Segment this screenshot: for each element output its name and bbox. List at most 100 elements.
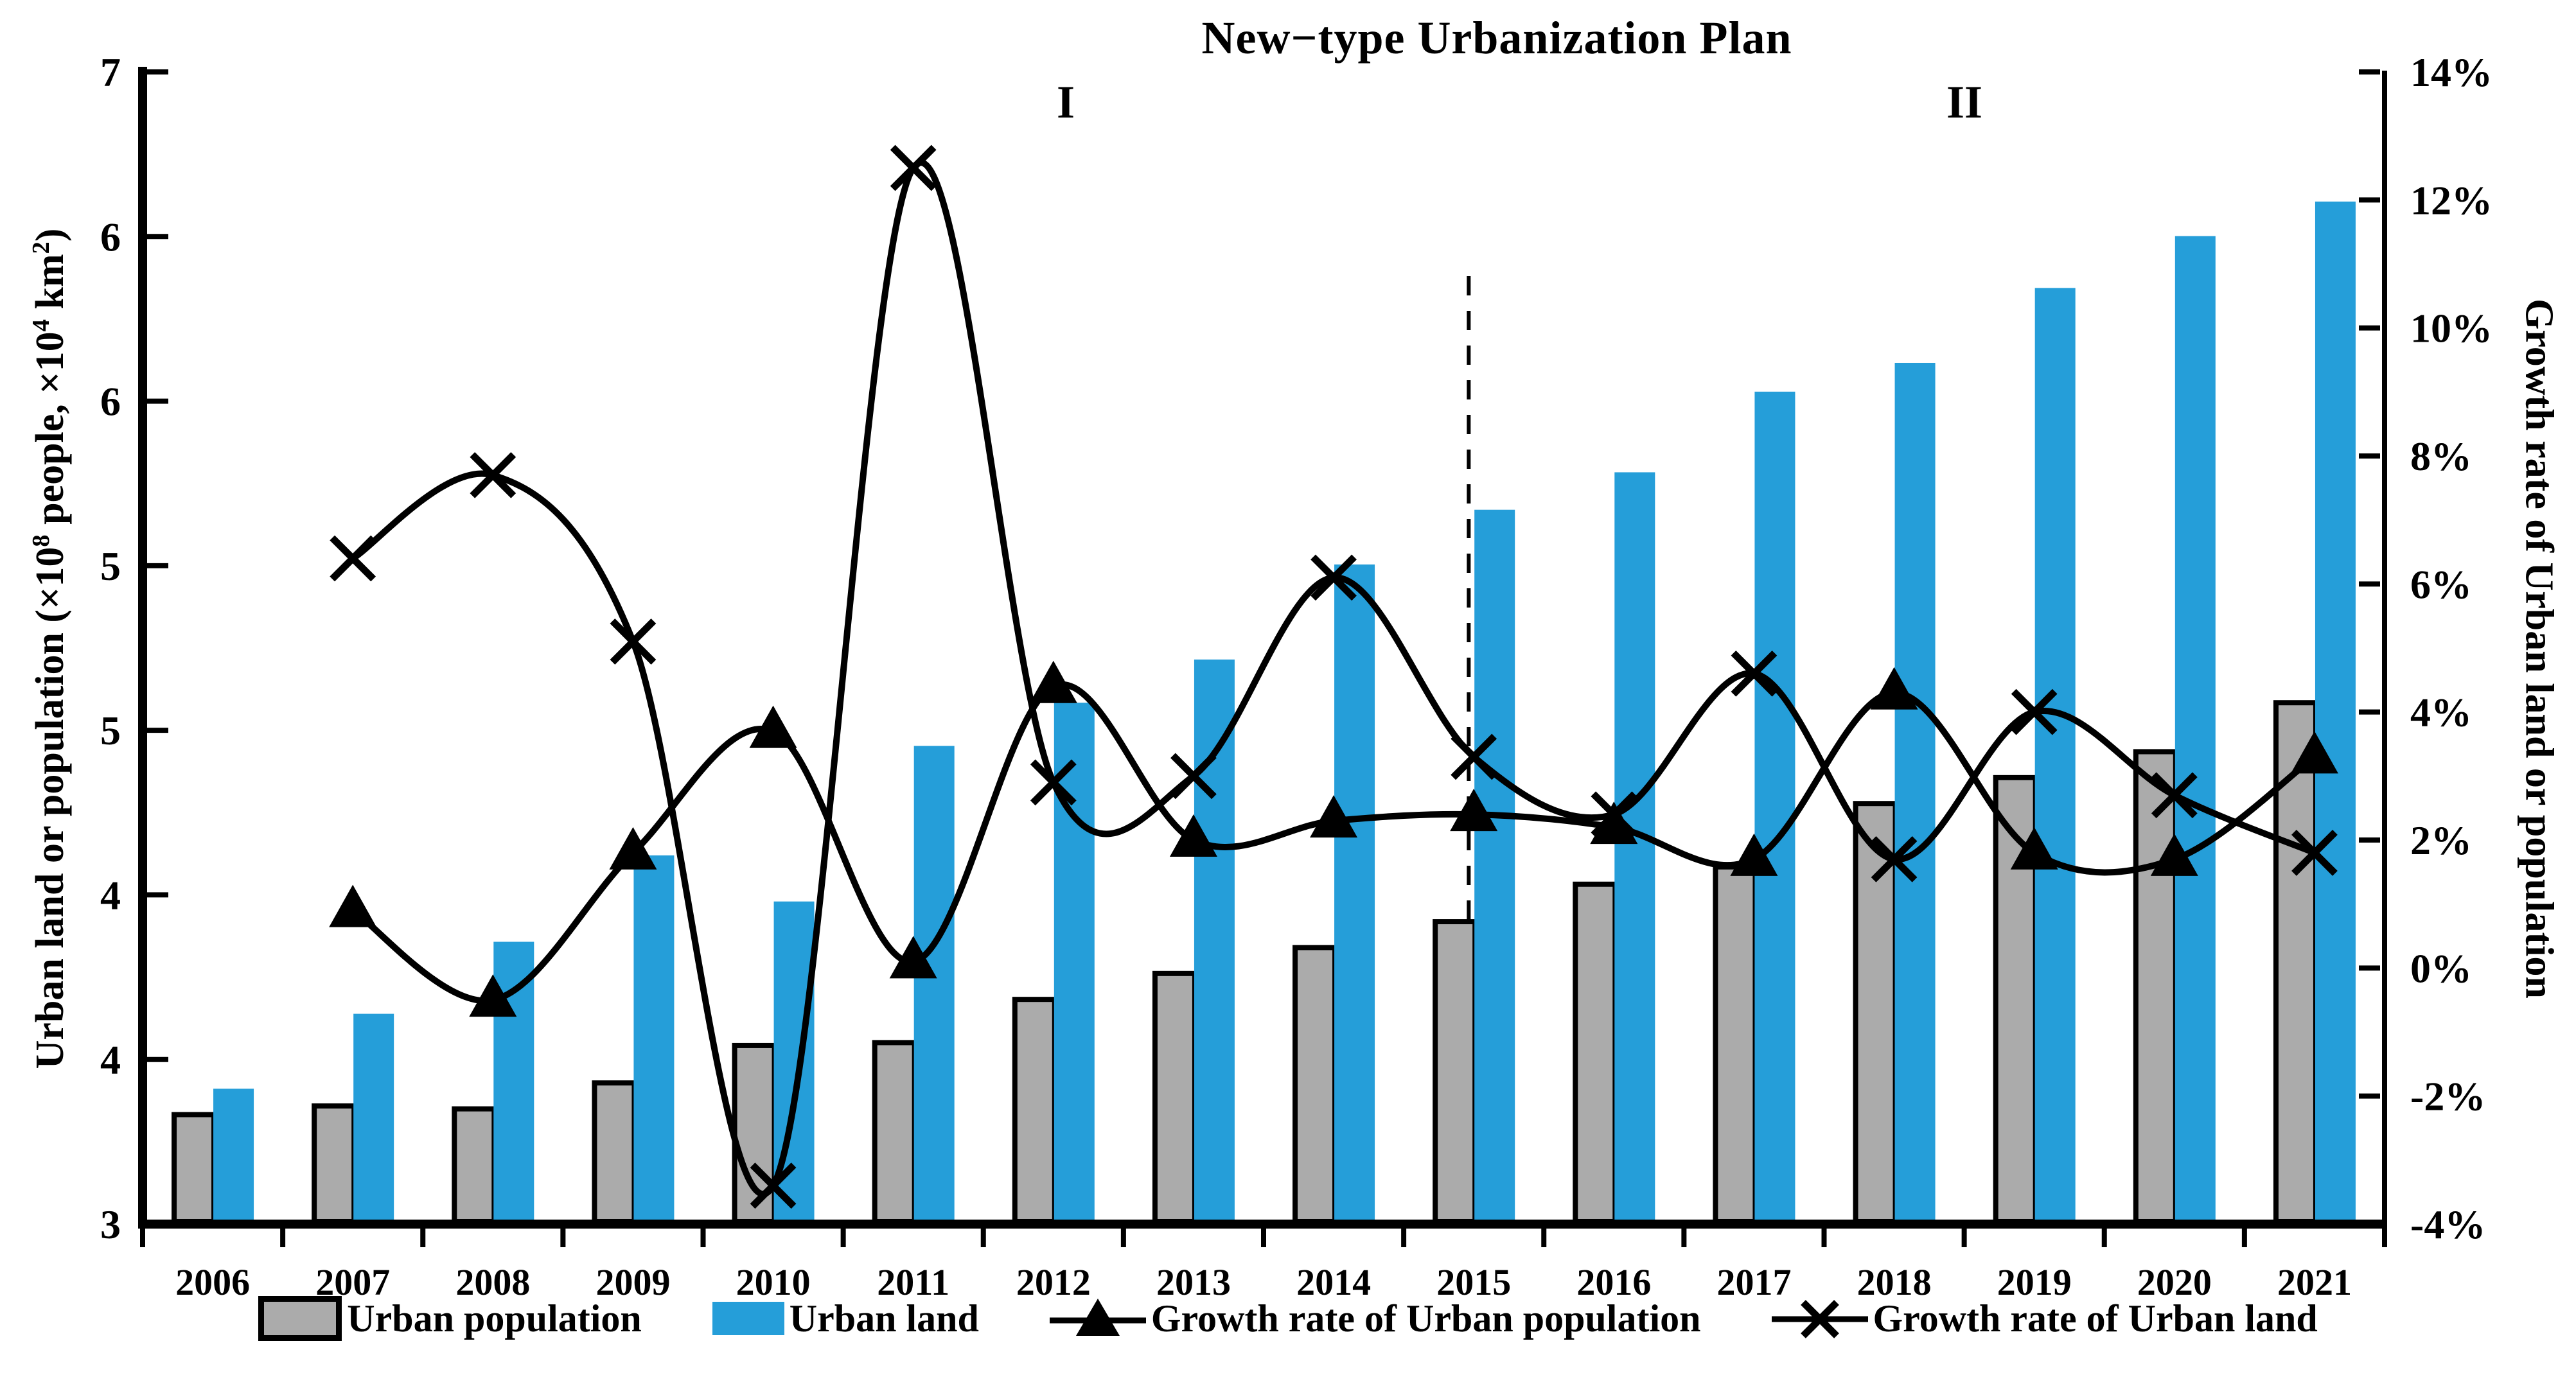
marker-x-2011 — [890, 145, 937, 191]
bar-urban-population-2015 — [1433, 919, 1478, 1224]
marker-triangle-2017 — [1730, 833, 1778, 876]
marker-x-2010 — [750, 1162, 797, 1209]
bar-urban-population-2008 — [452, 1106, 497, 1224]
right-axis-tick-label: 8% — [2410, 434, 2472, 479]
marker-x-2013 — [1170, 753, 1217, 800]
urban-land-swatch — [712, 1302, 784, 1335]
bar-urban-population-2014 — [1292, 945, 1338, 1224]
marker-triangle-2021 — [2290, 731, 2338, 774]
x-axis-year-label: 2006 — [175, 1261, 250, 1303]
bar-urban-land-2017 — [1754, 391, 1795, 1223]
legend-label: Growth rate of Urban land — [1873, 1297, 2318, 1340]
left-axis-tick-label: 4 — [100, 872, 121, 918]
right-axis-tick-label: 4% — [2410, 690, 2472, 735]
legend-label: Urban population — [347, 1297, 642, 1340]
x-axis-year-label: 2008 — [455, 1261, 530, 1303]
section-label-2: II — [1946, 76, 1983, 128]
marker-x-2017 — [1731, 650, 1778, 697]
right-axis-tick-label: -2% — [2410, 1074, 2485, 1119]
x-axis-year-label: 2009 — [595, 1261, 670, 1303]
marker-x-2015 — [1451, 733, 1497, 780]
marker-x-2007 — [330, 535, 376, 582]
left-axis-title: Urban land or population (×108 people, ×… — [28, 228, 72, 1069]
bar-urban-land-2016 — [1614, 472, 1655, 1223]
right-axis-tick-label: 12% — [2410, 177, 2492, 223]
marker-triangle-2012 — [1029, 660, 1077, 703]
legend-item-urban-population: Urban population — [258, 1296, 642, 1341]
x-axis-year-label: 2014 — [1296, 1261, 1371, 1303]
bar-urban-land-2009 — [633, 855, 675, 1223]
x-axis-year-label: 2012 — [1016, 1261, 1091, 1303]
left-axis-tick-label: 3 — [100, 1202, 121, 1247]
marker-x-2020 — [2151, 772, 2198, 819]
bar-urban-land-2014 — [1334, 564, 1375, 1223]
left-axis-tick-label: 6 — [100, 214, 121, 259]
right-axis-tick-label: 14% — [2410, 49, 2492, 95]
x-axis-year-label: 2021 — [2277, 1261, 2352, 1303]
bar-urban-land-2006 — [213, 1089, 254, 1223]
right-axis-tick-label: 0% — [2410, 945, 2472, 991]
bar-urban-land-2011 — [913, 746, 955, 1223]
x-axis-year-label: 2020 — [2137, 1261, 2212, 1303]
marker-triangle-2018 — [1870, 667, 1918, 710]
x-axis-year-label: 2017 — [1716, 1261, 1791, 1303]
marker-triangle-2008 — [469, 974, 517, 1017]
x-line-icon — [1771, 1300, 1868, 1338]
marker-triangle-2009 — [609, 827, 657, 870]
legend-item-urban-land: Urban land — [712, 1297, 979, 1341]
marker-x-2021 — [2291, 830, 2338, 876]
marker-triangle-2007 — [329, 884, 377, 927]
section-label-1: I — [1057, 76, 1075, 128]
left-axis-tick-label: 5 — [100, 708, 121, 753]
bar-urban-land-2012 — [1054, 703, 1095, 1223]
x-axis-year-label: 2010 — [736, 1261, 811, 1303]
bar-urban-land-2008 — [493, 941, 534, 1223]
x-axis-year-label: 2013 — [1156, 1261, 1231, 1303]
marker-triangle-2013 — [1169, 814, 1217, 857]
x-axis-year-label: 2015 — [1436, 1261, 1511, 1303]
marker-triangle-2010 — [749, 705, 797, 748]
chart-title: New−type Urbanization Plan — [1201, 12, 1792, 64]
x-axis-year-label: 2011 — [877, 1261, 949, 1303]
marker-x-2008 — [470, 452, 516, 498]
legend-item-growth-population: Growth rate of Urban population — [1049, 1296, 1701, 1341]
urban-population-swatch — [258, 1296, 342, 1341]
marker-triangle-2016 — [1590, 801, 1638, 845]
right-axis-tick-label: 6% — [2410, 561, 2472, 607]
marker-x-2016 — [1591, 791, 1637, 838]
bar-urban-land-2021 — [2315, 201, 2356, 1223]
marker-triangle-2015 — [1450, 789, 1498, 832]
marker-triangle-2014 — [1310, 795, 1358, 838]
x-axis-year-label: 2019 — [1997, 1261, 2072, 1303]
left-axis-tick-label: 4 — [100, 1037, 121, 1083]
marker-x-2018 — [1871, 836, 1918, 882]
marker-x-2014 — [1310, 554, 1357, 601]
bar-urban-land-2018 — [1894, 362, 1936, 1223]
line-growth-urban-population — [351, 681, 2316, 1004]
left-axis-tick-label: 7 — [100, 49, 121, 95]
bar-urban-land-2020 — [2175, 236, 2216, 1223]
marker-triangle-2019 — [2010, 827, 2058, 870]
x-axis-year-label: 2018 — [1857, 1261, 1932, 1303]
bar-urban-population-2016 — [1573, 881, 1618, 1224]
legend-label: Growth rate of Urban population — [1151, 1297, 1701, 1340]
legend: Urban population Urban land Growth rate … — [0, 1296, 2576, 1341]
right-axis-title: Growth rate of Urban land or population — [2517, 299, 2561, 999]
bar-urban-population-2017 — [1713, 864, 1758, 1224]
x-axis-year-label: 2016 — [1576, 1261, 1651, 1303]
right-axis-tick-label: -4% — [2410, 1202, 2485, 1247]
bar-urban-land-2013 — [1194, 659, 1235, 1223]
right-axis-tick-label: 10% — [2410, 306, 2492, 351]
bar-urban-land-2019 — [2034, 288, 2076, 1223]
marker-x-2019 — [2011, 688, 2058, 735]
bar-urban-population-2020 — [2133, 749, 2178, 1224]
marker-x-2012 — [1030, 759, 1077, 806]
bar-urban-population-2012 — [1012, 997, 1057, 1225]
bar-urban-population-2007 — [312, 1103, 357, 1224]
left-axis-tick-label: 5 — [100, 543, 121, 589]
legend-item-growth-land: Growth rate of Urban land — [1771, 1296, 2318, 1341]
marker-x-2009 — [610, 618, 657, 665]
bar-urban-land-2007 — [353, 1013, 394, 1223]
bar-urban-land-2015 — [1474, 509, 1515, 1223]
